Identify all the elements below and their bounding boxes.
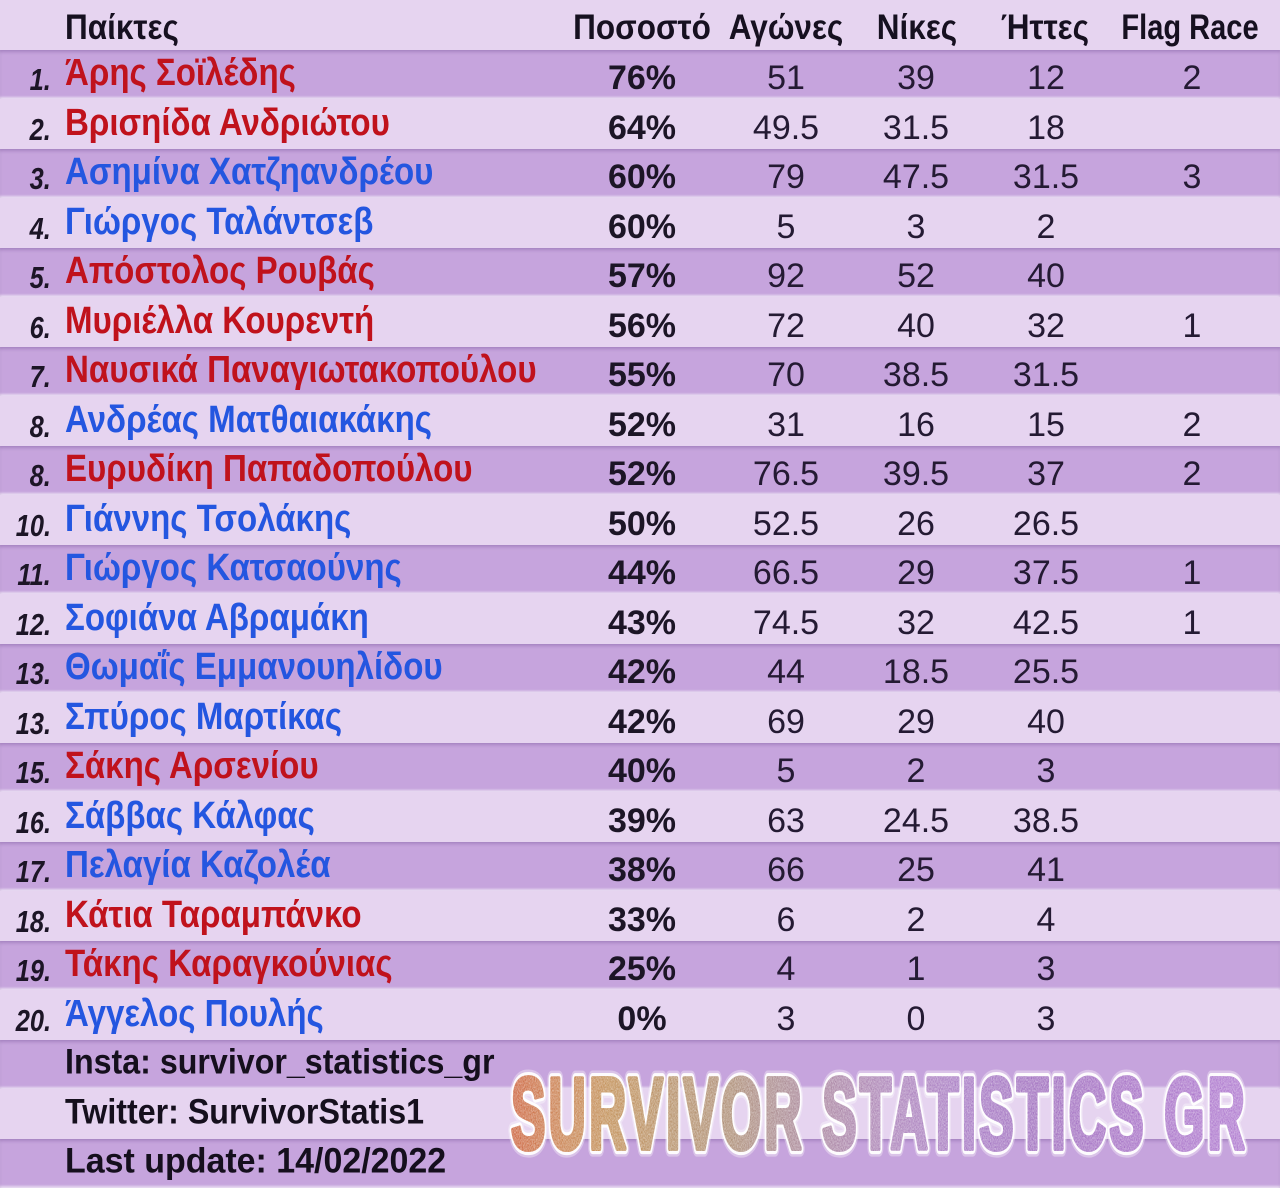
svg-text:SURVIVOR STATISTICS GR: SURVIVOR STATISTICS GR bbox=[511, 1058, 1248, 1171]
svg-text:SURVIVOR STATISTICS GR: SURVIVOR STATISTICS GR bbox=[511, 1058, 1248, 1171]
svg-text:SURVIVOR STATISTICS GR: SURVIVOR STATISTICS GR bbox=[511, 1058, 1248, 1171]
svg-text:SURVIVOR STATISTICS GR: SURVIVOR STATISTICS GR bbox=[511, 1058, 1248, 1171]
